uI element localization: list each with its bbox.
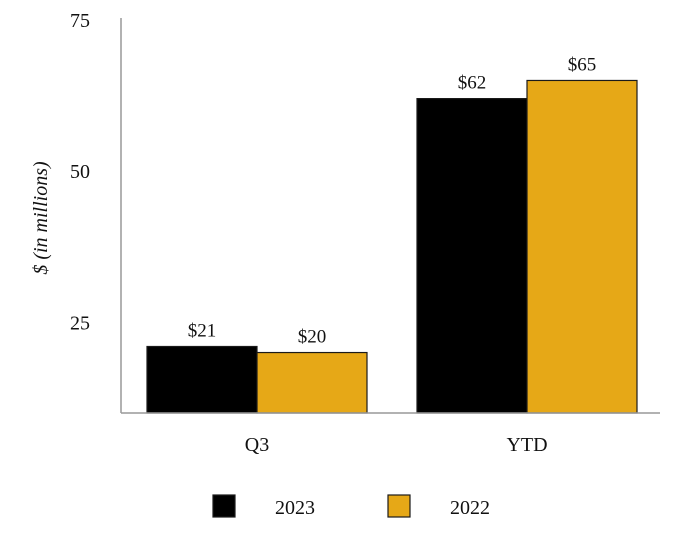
data-label-2022-ytd: $65 <box>568 54 597 75</box>
y-tick-label: 50 <box>70 161 90 183</box>
legend-label-2022: 2022 <box>450 497 490 519</box>
bar-2022-ytd <box>526 79 638 414</box>
data-label-2023-q3: $21 <box>188 320 217 341</box>
data-label-2023-ytd: $62 <box>458 73 487 94</box>
bars <box>146 79 638 414</box>
y-axis-title-group: $ (in millions) <box>30 161 52 275</box>
legend-swatch-2023 <box>212 494 236 518</box>
legend: 2023 2022 <box>212 494 490 519</box>
y-tick-label: 25 <box>70 312 90 334</box>
category-label-ytd: YTD <box>506 434 547 456</box>
bar-2023-ytd <box>416 97 528 414</box>
category-labels: Q3 YTD <box>245 434 548 456</box>
legend-label-2023: 2023 <box>275 497 315 519</box>
category-label-q3: Q3 <box>245 434 269 456</box>
legend-swatch-2022 <box>387 494 411 518</box>
y-tick-labels: 25 50 75 <box>70 10 90 334</box>
bar-2023-q3 <box>146 345 258 414</box>
data-label-2022-q3: $20 <box>298 327 327 348</box>
y-axis-title: $ (in millions) <box>30 161 52 275</box>
bar-2022-q3 <box>256 351 368 414</box>
y-tick-label: 75 <box>70 10 90 32</box>
data-labels: $21 $20 $62 $65 <box>188 54 597 347</box>
